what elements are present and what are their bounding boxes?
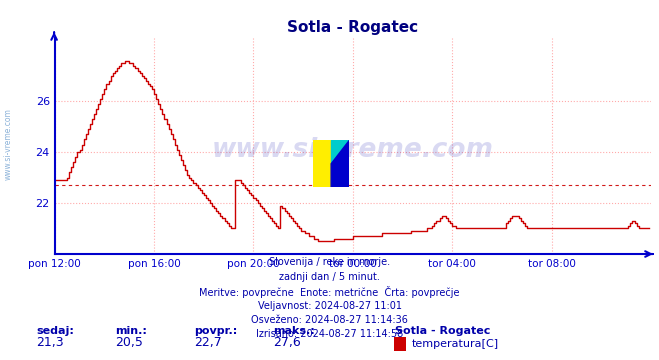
Text: www.si-vreme.com: www.si-vreme.com xyxy=(212,137,494,163)
Text: Slovenija / reke in morje.: Slovenija / reke in morje. xyxy=(269,257,390,267)
Text: zadnji dan / 5 minut.: zadnji dan / 5 minut. xyxy=(279,272,380,282)
Text: povpr.:: povpr.: xyxy=(194,325,238,336)
Text: 22,7: 22,7 xyxy=(194,336,222,349)
Text: temperatura[C]: temperatura[C] xyxy=(412,339,499,349)
Text: Meritve: povprečne  Enote: metrične  Črta: povprečje: Meritve: povprečne Enote: metrične Črta:… xyxy=(199,286,460,298)
Text: 20,5: 20,5 xyxy=(115,336,143,349)
Text: 27,6: 27,6 xyxy=(273,336,301,349)
Text: sedaj:: sedaj: xyxy=(36,325,74,336)
Text: maks.:: maks.: xyxy=(273,325,315,336)
Text: Izrisano: 2024-08-27 11:14:58: Izrisano: 2024-08-27 11:14:58 xyxy=(256,329,403,339)
Title: Sotla - Rogatec: Sotla - Rogatec xyxy=(287,20,418,35)
Text: Veljavnost: 2024-08-27 11:01: Veljavnost: 2024-08-27 11:01 xyxy=(258,301,401,311)
Polygon shape xyxy=(313,140,331,187)
Text: Osveženo: 2024-08-27 11:14:36: Osveženo: 2024-08-27 11:14:36 xyxy=(251,315,408,325)
Text: 21,3: 21,3 xyxy=(36,336,64,349)
Polygon shape xyxy=(331,140,349,164)
Text: Sotla - Rogatec: Sotla - Rogatec xyxy=(395,325,491,336)
Text: min.:: min.: xyxy=(115,325,147,336)
Text: www.si-vreme.com: www.si-vreme.com xyxy=(3,108,13,180)
Polygon shape xyxy=(331,140,349,187)
